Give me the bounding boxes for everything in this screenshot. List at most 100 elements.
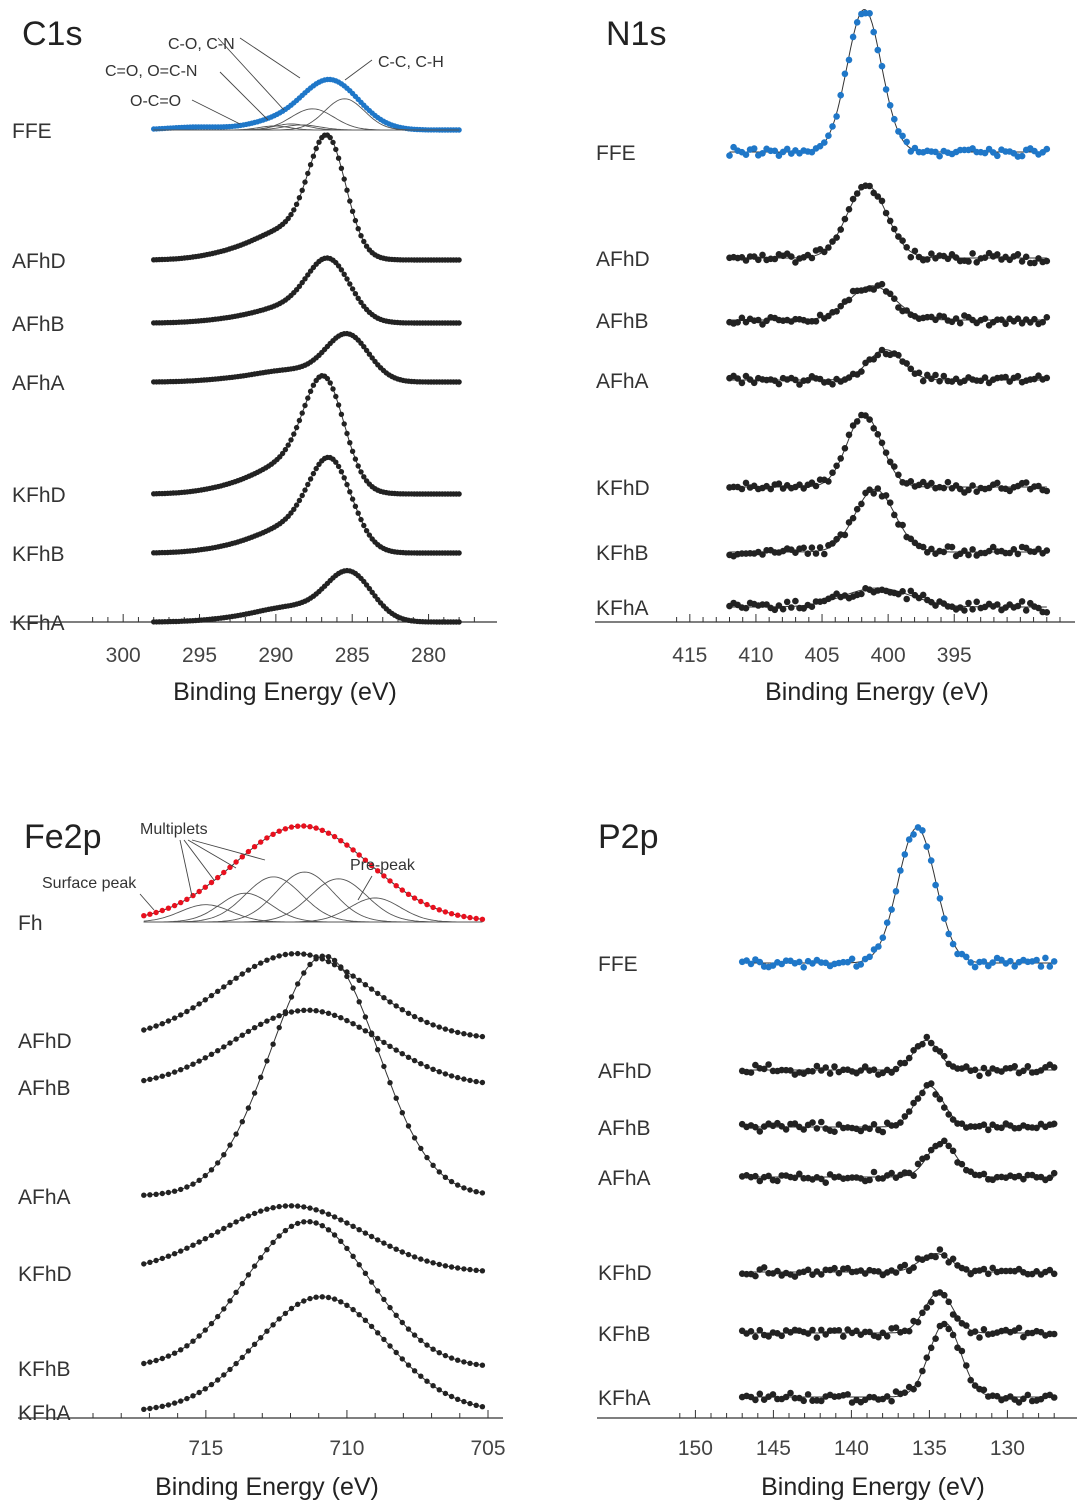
data-point [258, 1255, 264, 1261]
data-point [282, 1227, 289, 1234]
data-point [405, 891, 412, 897]
data-point [258, 1074, 264, 1081]
series-kfha: KFhA [18, 1294, 486, 1425]
data-point [738, 485, 746, 493]
data-point [941, 1252, 948, 1259]
data-point [956, 319, 964, 327]
data-point [742, 604, 750, 612]
data-point [841, 215, 849, 223]
data-point [849, 33, 857, 41]
data-point [809, 1326, 816, 1334]
data-point [1014, 372, 1022, 380]
data-point [874, 351, 882, 359]
data-point [882, 492, 890, 499]
data-point [455, 1265, 461, 1271]
data-point [1024, 1063, 1032, 1070]
data-point [473, 1267, 479, 1274]
data-point [899, 521, 906, 529]
data-point [381, 995, 387, 1001]
data-point [870, 356, 877, 363]
data-point [857, 1127, 865, 1135]
data-point [424, 1342, 430, 1348]
data-point [804, 1391, 812, 1398]
data-point [971, 1328, 979, 1335]
data-point [1046, 1174, 1054, 1182]
data-point [853, 190, 861, 197]
data-point [350, 1021, 356, 1027]
data-point [455, 1074, 461, 1081]
data-point [387, 999, 393, 1005]
data-point [215, 1048, 221, 1054]
data-point [418, 1145, 424, 1152]
data-point [734, 375, 741, 382]
data-point [782, 1393, 790, 1401]
data-point [258, 839, 264, 845]
data-point [411, 1254, 418, 1260]
data-point [941, 1052, 948, 1060]
data-point [349, 286, 356, 292]
data-point [879, 1329, 887, 1337]
data-point [153, 1191, 159, 1198]
data-point [338, 1299, 344, 1305]
data-point [883, 1333, 891, 1340]
data-point [293, 424, 300, 431]
x-tick-label: 145 [756, 1437, 791, 1460]
data-point [282, 826, 289, 832]
series-kfhb: KFhB [18, 1219, 486, 1381]
data-point [903, 138, 910, 146]
data-point [1043, 487, 1051, 495]
data-point [858, 500, 865, 508]
data-point [849, 422, 857, 429]
data-point [919, 377, 927, 385]
data-point [927, 857, 935, 864]
data-point [958, 1120, 966, 1127]
panel-title: Fe2p [24, 818, 102, 856]
data-point [141, 1360, 147, 1367]
data-point [196, 1333, 202, 1339]
data-point [355, 510, 361, 516]
data-point [845, 56, 853, 64]
data-point [812, 318, 820, 325]
data-point [393, 883, 399, 889]
data-point [461, 1185, 467, 1191]
data-point [891, 225, 898, 233]
data-point [344, 1017, 350, 1024]
data-point [264, 1328, 270, 1334]
data-point [837, 226, 844, 233]
data-point [985, 1270, 992, 1278]
data-point [866, 10, 873, 17]
data-point [335, 155, 342, 161]
data-point [356, 999, 362, 1005]
data-point [331, 1214, 338, 1220]
data-point [769, 1391, 777, 1398]
data-point [821, 248, 828, 256]
data-point [442, 909, 449, 915]
data-point [282, 1310, 289, 1317]
data-point [879, 1128, 887, 1136]
series-label: KFhA [598, 1387, 651, 1410]
data-point [981, 149, 989, 157]
data-point [901, 1113, 909, 1120]
data-point [919, 827, 926, 834]
data-point [759, 251, 766, 259]
data-point [891, 115, 898, 123]
data-point [941, 915, 948, 922]
data-point [886, 499, 894, 507]
data-point [891, 463, 898, 470]
data-point [809, 1068, 816, 1075]
data-point [998, 1124, 1005, 1132]
data-point [1033, 956, 1040, 964]
x-tick-label: 140 [834, 1437, 869, 1460]
data-point [941, 1104, 948, 1111]
data-point [973, 598, 980, 606]
data-point [350, 847, 356, 853]
x-tick-label: 405 [805, 644, 840, 667]
data-point [302, 487, 308, 493]
data-point [875, 1333, 882, 1341]
data-point [350, 1306, 356, 1313]
data-point [387, 1243, 393, 1249]
annotation-leader [239, 37, 301, 79]
data-point [301, 1219, 307, 1225]
data-point [227, 1142, 233, 1148]
data-point [989, 1264, 996, 1272]
